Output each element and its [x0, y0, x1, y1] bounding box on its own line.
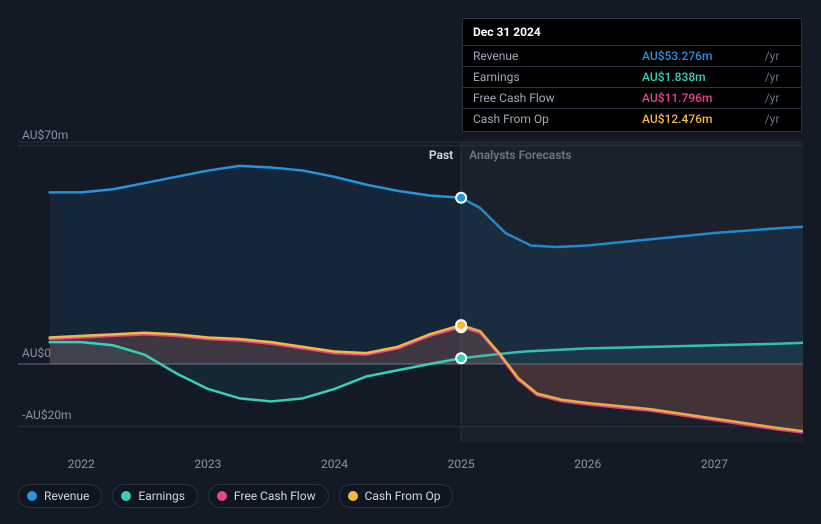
x-axis-tick: 2027: [701, 457, 728, 471]
tooltip-metric-label: Revenue: [463, 46, 632, 67]
financials-chart: AU$70m AU$0 -AU$20m 2022 2023 2024 2025 2026 20…: [0, 0, 821, 524]
legend-label: Revenue: [44, 489, 89, 503]
x-axis-tick: 2023: [194, 457, 221, 471]
hover-tooltip: Dec 31 2024 RevenueAU$53.276m/yrEarnings…: [462, 18, 802, 132]
past-section-label: Past: [429, 148, 453, 162]
legend-item-fcf[interactable]: Free Cash Flow: [208, 484, 329, 508]
y-axis-label: -AU$20m: [22, 408, 72, 422]
tooltip-metric-value: AU$1.838m: [632, 67, 765, 88]
tooltip-metric-unit: /yr: [765, 109, 801, 130]
legend-label: Cash From Op: [365, 489, 441, 503]
tooltip-metric-label: Free Cash Flow: [463, 88, 632, 109]
y-axis-label: AU$0: [22, 346, 51, 360]
tooltip-row: Cash From OpAU$12.476m/yr: [463, 109, 801, 130]
legend-item-earnings[interactable]: Earnings: [112, 484, 198, 508]
tooltip-row: RevenueAU$53.276m/yr: [463, 46, 801, 67]
tooltip-metric-unit: /yr: [765, 67, 801, 88]
x-axis-tick: 2022: [68, 457, 95, 471]
tooltip-metric-value: AU$12.476m: [632, 109, 765, 130]
legend: Revenue Earnings Free Cash Flow Cash From O…: [18, 484, 453, 508]
legend-dot-icon: [121, 491, 131, 501]
legend-dot-icon: [27, 491, 37, 501]
legend-dot-icon: [217, 491, 227, 501]
x-axis-tick: 2024: [321, 457, 348, 471]
tooltip-metric-unit: /yr: [765, 88, 801, 109]
legend-label: Free Cash Flow: [234, 489, 316, 503]
tooltip-date: Dec 31 2024: [463, 21, 801, 45]
tooltip-metric-label: Earnings: [463, 67, 632, 88]
x-axis-tick: 2026: [574, 457, 601, 471]
forecast-section-label: Analysts Forecasts: [469, 148, 571, 162]
tooltip-row: EarningsAU$1.838m/yr: [463, 67, 801, 88]
tooltip-metric-value: AU$53.276m: [632, 46, 765, 67]
legend-item-cfo[interactable]: Cash From Op: [339, 484, 454, 508]
legend-label: Earnings: [138, 489, 185, 503]
tooltip-metric-value: AU$11.796m: [632, 88, 765, 109]
y-axis-label: AU$70m: [22, 128, 68, 142]
tooltip-metric-label: Cash From Op: [463, 109, 632, 130]
legend-dot-icon: [348, 491, 358, 501]
tooltip-row: Free Cash FlowAU$11.796m/yr: [463, 88, 801, 109]
x-axis-tick: 2025: [448, 457, 475, 471]
legend-item-revenue[interactable]: Revenue: [18, 484, 102, 508]
tooltip-metric-unit: /yr: [765, 46, 801, 67]
